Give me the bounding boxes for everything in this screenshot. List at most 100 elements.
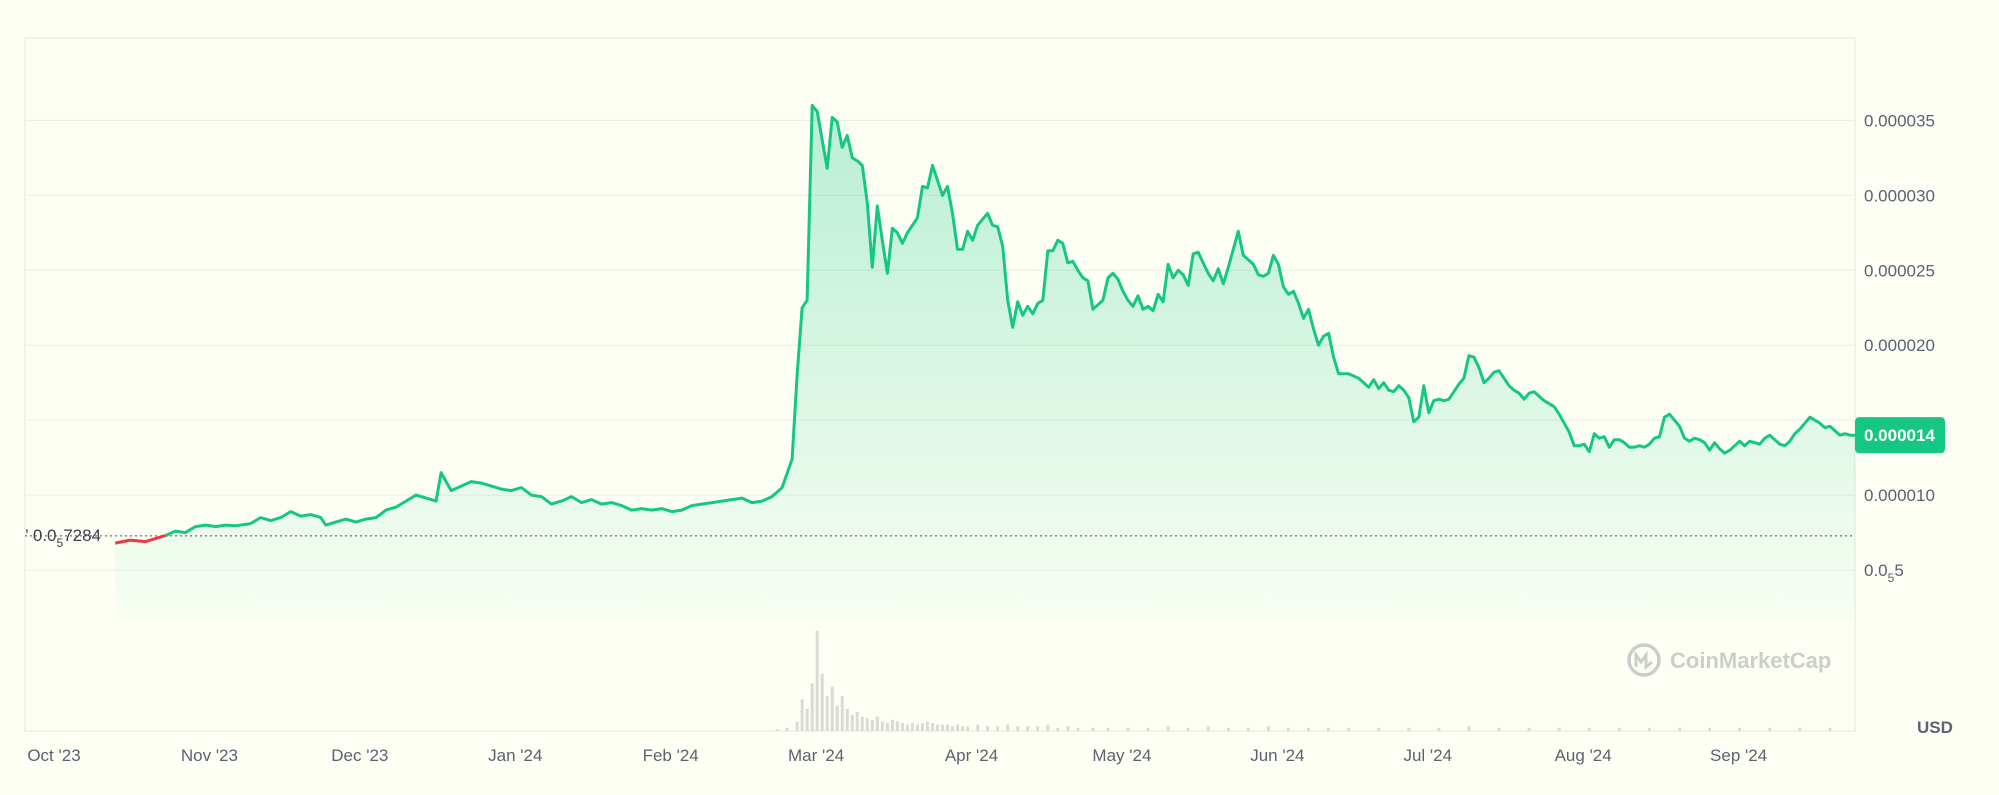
current-price-badge [1855, 417, 1945, 454]
x-axis: Oct '23 Nov '23 Dec '23 Jan '24 Feb '24 Mar '… [27, 746, 1767, 765]
volume-bar [1307, 727, 1311, 731]
volume-bar [830, 686, 834, 731]
volume-bar [1016, 726, 1020, 731]
coinmarketcap-logo: CoinMarketCap [1627, 643, 1831, 677]
plot-frame [24, 37, 1856, 732]
volume-bar [875, 716, 879, 731]
volume-bar [1166, 726, 1170, 731]
volume-bar [865, 718, 869, 731]
x-tick-label: Sep '24 [1710, 746, 1767, 765]
watermark-text: CoinMarketCap [1670, 648, 1831, 673]
x-tick-label: Jul '24 [1403, 746, 1452, 765]
volume-bar [1347, 727, 1351, 731]
volume-bar [946, 724, 950, 731]
volume-bar [845, 708, 849, 731]
price-area-fill [115, 105, 1856, 621]
volume-bar [1036, 726, 1040, 731]
volume-bar [800, 699, 804, 731]
volume-bar [915, 724, 919, 731]
x-tick-label: Apr '24 [945, 746, 998, 765]
coinmarketcap-logo-icon [1627, 643, 1661, 677]
volume-bar [976, 724, 980, 731]
volume-bar [1327, 727, 1331, 731]
volume-bar [895, 721, 899, 731]
volume-bar [1226, 727, 1230, 731]
volume-bar [920, 723, 924, 731]
x-tick-label: Dec '23 [331, 746, 388, 765]
volume-bar [810, 683, 814, 731]
volume-bar [1647, 727, 1651, 731]
volume-bar [1587, 727, 1591, 731]
y-tick-label: 0.000025 [1864, 261, 1935, 280]
volume-bar [1246, 727, 1250, 731]
price-area [115, 105, 1856, 621]
x-tick-label: Mar '24 [788, 746, 844, 765]
volume-bar [1266, 726, 1270, 731]
volume-bar [880, 721, 884, 731]
volume-bar [1076, 727, 1080, 731]
volume-bar [986, 726, 990, 731]
volume-bar [1437, 727, 1441, 731]
volume-bar [905, 724, 909, 731]
x-tick-label: May '24 [1092, 746, 1151, 765]
x-tick-label: Nov '23 [181, 746, 238, 765]
reference-price-label: ’ 0.057284 [25, 526, 101, 550]
volume-bar [840, 696, 844, 731]
volume-bar [820, 673, 824, 731]
volume-bar [1091, 727, 1095, 731]
volume-bar [1006, 724, 1010, 731]
volume-bar [1407, 727, 1411, 731]
y-axis: 0.055 0.000010 0.000020 0.000025 0.000030 0.0… [1855, 111, 1945, 585]
volume-bar [1738, 727, 1742, 731]
volume-bar [835, 705, 839, 731]
volume-bar [825, 696, 829, 731]
current-price-label: 0.000014 [1864, 426, 1935, 445]
volume-bar [815, 631, 819, 731]
volume-bar [935, 724, 939, 731]
volume-bar [785, 727, 789, 731]
x-tick-label: Jun '24 [1250, 746, 1304, 765]
volume-bar [1497, 727, 1501, 731]
volume-bar [930, 723, 934, 731]
volume-bar [1066, 726, 1070, 731]
volume-bar [1708, 727, 1712, 731]
volume-bar [961, 726, 965, 731]
volume-bar [850, 715, 854, 731]
y-tick-label: 0.000010 [1864, 486, 1935, 505]
volume-bar [910, 723, 914, 731]
volume-bar [1798, 727, 1802, 731]
volume-bars [775, 631, 1832, 731]
volume-bar [860, 716, 864, 731]
volume-bar [795, 721, 799, 731]
volume-bar [900, 723, 904, 731]
y-tick-label: 0.000030 [1864, 186, 1935, 205]
volume-bar [1377, 727, 1381, 731]
x-tick-label: Jan '24 [488, 746, 542, 765]
price-line[interactable] [114, 103, 1855, 545]
price-line-up-segment[interactable] [164, 103, 1855, 537]
volume-bar [951, 726, 955, 731]
volume-bar [1126, 727, 1130, 731]
volume-bar [1467, 726, 1471, 731]
volume-bar [1106, 727, 1110, 731]
y-tick-label: 0.055 [1864, 561, 1904, 585]
volume-bar [870, 719, 874, 731]
volume-bar [966, 726, 970, 731]
currency-unit-label: USD [1917, 718, 1953, 737]
volume-bar [885, 723, 889, 731]
x-tick-label: Aug '24 [1555, 746, 1612, 765]
price-line-down-segment[interactable] [114, 534, 166, 545]
reference-line: ’ 0.057284 [25, 526, 1855, 550]
volume-bar [1678, 727, 1682, 731]
y-tick-label: 0.000035 [1864, 111, 1935, 130]
volume-bar [996, 726, 1000, 731]
volume-bar [1146, 727, 1150, 731]
x-tick-label: Feb '24 [643, 746, 699, 765]
volume-bar [890, 719, 894, 731]
volume-bar [1206, 726, 1210, 731]
volume-bar [1056, 727, 1060, 731]
coinmarketcap-m-icon [1634, 650, 1653, 671]
volume-bar [956, 724, 960, 731]
